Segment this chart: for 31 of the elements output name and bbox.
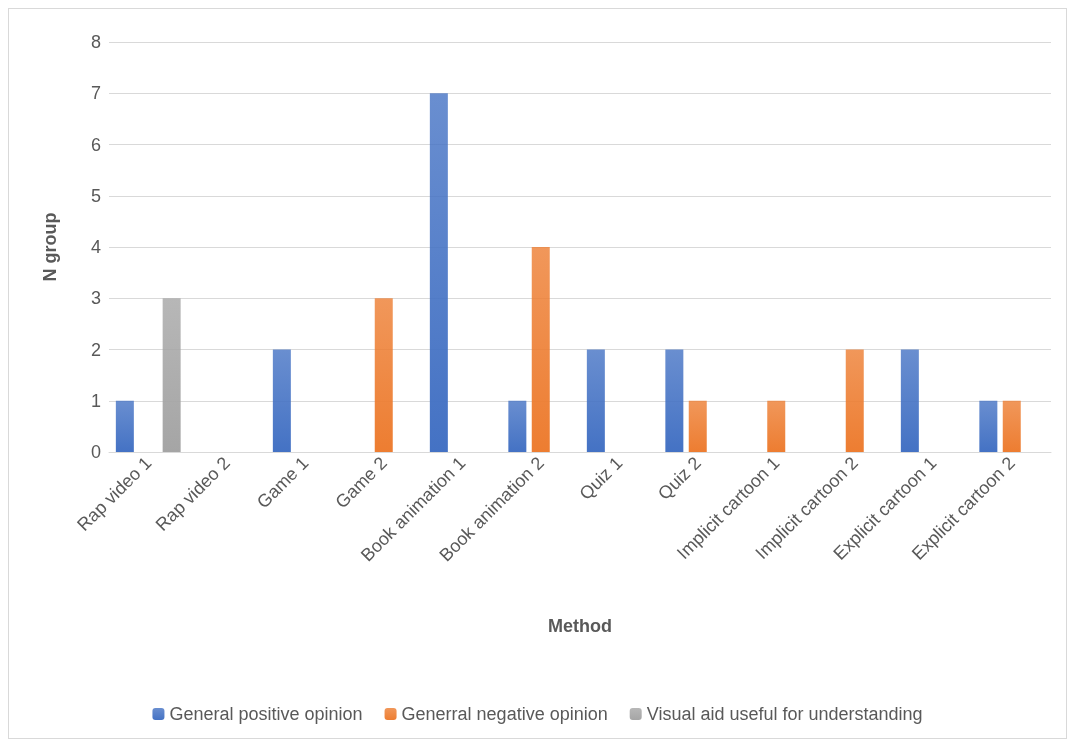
bar (586, 349, 605, 452)
legend-label: Visual aid useful for understanding (646, 704, 923, 724)
bar (374, 298, 393, 452)
bar (531, 247, 550, 452)
bar (688, 400, 707, 452)
y-tick-label: 4 (90, 237, 101, 257)
bar (162, 298, 181, 452)
x-tick-label: Quiz 2 (653, 452, 705, 504)
y-tick-label: 7 (90, 83, 101, 104)
bar (665, 349, 684, 452)
y-axis-title: N group (40, 212, 60, 282)
bar (900, 349, 919, 452)
bar (979, 400, 998, 452)
legend-label: General positive opinion (169, 704, 363, 724)
y-tick-label: 6 (90, 134, 101, 155)
bar (845, 349, 864, 452)
bar (767, 400, 786, 452)
legend-label: Generral negative opinion (401, 704, 608, 724)
y-tick-label: 3 (90, 288, 101, 309)
bar (1002, 400, 1021, 452)
bar (272, 349, 291, 452)
y-tick-label: 5 (90, 185, 101, 206)
y-tick-label: 2 (90, 339, 101, 360)
y-tick-label: 1 (90, 390, 101, 411)
y-tick-label: 0 (90, 442, 101, 462)
x-axis-title: Method (548, 616, 612, 636)
bar (115, 400, 134, 452)
bar (508, 400, 527, 452)
y-tick-label: 8 (90, 32, 101, 52)
bar (429, 93, 448, 452)
x-tick-label: Quiz 1 (575, 452, 627, 504)
